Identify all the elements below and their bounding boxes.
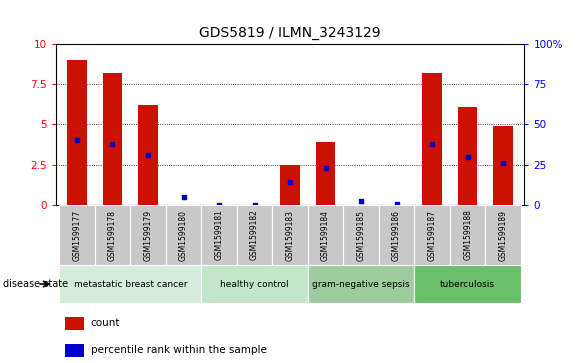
Bar [67, 60, 87, 205]
Point [250, 202, 259, 208]
Point [108, 141, 117, 147]
Text: GSM1599186: GSM1599186 [392, 209, 401, 261]
Text: percentile rank within the sample: percentile rank within the sample [91, 346, 267, 355]
Bar [130, 205, 166, 265]
Bar [201, 265, 308, 303]
Text: GSM1599183: GSM1599183 [285, 209, 295, 261]
Bar [59, 205, 95, 265]
Bar [423, 73, 442, 205]
Text: GSM1599188: GSM1599188 [463, 209, 472, 261]
Text: GSM1599189: GSM1599189 [499, 209, 507, 261]
Bar [237, 205, 272, 265]
Bar [308, 265, 414, 303]
Bar [414, 265, 521, 303]
Bar [65, 317, 84, 330]
Text: count: count [91, 318, 120, 329]
Bar [65, 344, 84, 357]
Text: GSM1599185: GSM1599185 [357, 209, 366, 261]
Bar [450, 205, 485, 265]
Point [214, 202, 224, 208]
Text: metastatic breast cancer: metastatic breast cancer [73, 280, 187, 289]
Point [144, 152, 153, 158]
Bar [493, 126, 513, 205]
Point [321, 165, 331, 171]
Point [356, 199, 366, 204]
Bar [414, 205, 450, 265]
Bar [379, 205, 414, 265]
Text: GSM1599187: GSM1599187 [428, 209, 437, 261]
Bar [201, 205, 237, 265]
Point [179, 194, 188, 200]
Bar [95, 205, 130, 265]
Point [392, 201, 401, 207]
Text: GSM1599181: GSM1599181 [214, 209, 223, 261]
Text: GSM1599184: GSM1599184 [321, 209, 330, 261]
Bar [316, 142, 335, 205]
Text: GSM1599180: GSM1599180 [179, 209, 188, 261]
Text: GSM1599179: GSM1599179 [144, 209, 152, 261]
Title: GDS5819 / ILMN_3243129: GDS5819 / ILMN_3243129 [199, 26, 381, 40]
Text: GSM1599178: GSM1599178 [108, 209, 117, 261]
Point [285, 180, 295, 185]
Text: gram-negative sepsis: gram-negative sepsis [312, 280, 410, 289]
Point [427, 141, 437, 147]
Point [499, 160, 508, 166]
Point [463, 154, 472, 160]
Bar [272, 205, 308, 265]
Bar [485, 205, 521, 265]
Bar [103, 73, 122, 205]
Bar [166, 205, 201, 265]
Text: tuberculosis: tuberculosis [440, 280, 495, 289]
Bar [280, 165, 300, 205]
Bar [458, 107, 478, 205]
Text: GSM1599177: GSM1599177 [73, 209, 81, 261]
Point [72, 138, 81, 143]
Bar [343, 205, 379, 265]
Text: GSM1599182: GSM1599182 [250, 209, 259, 261]
Bar [59, 265, 201, 303]
Text: healthy control: healthy control [220, 280, 289, 289]
Bar [138, 105, 158, 205]
Bar [308, 205, 343, 265]
Text: disease state: disease state [3, 279, 68, 289]
